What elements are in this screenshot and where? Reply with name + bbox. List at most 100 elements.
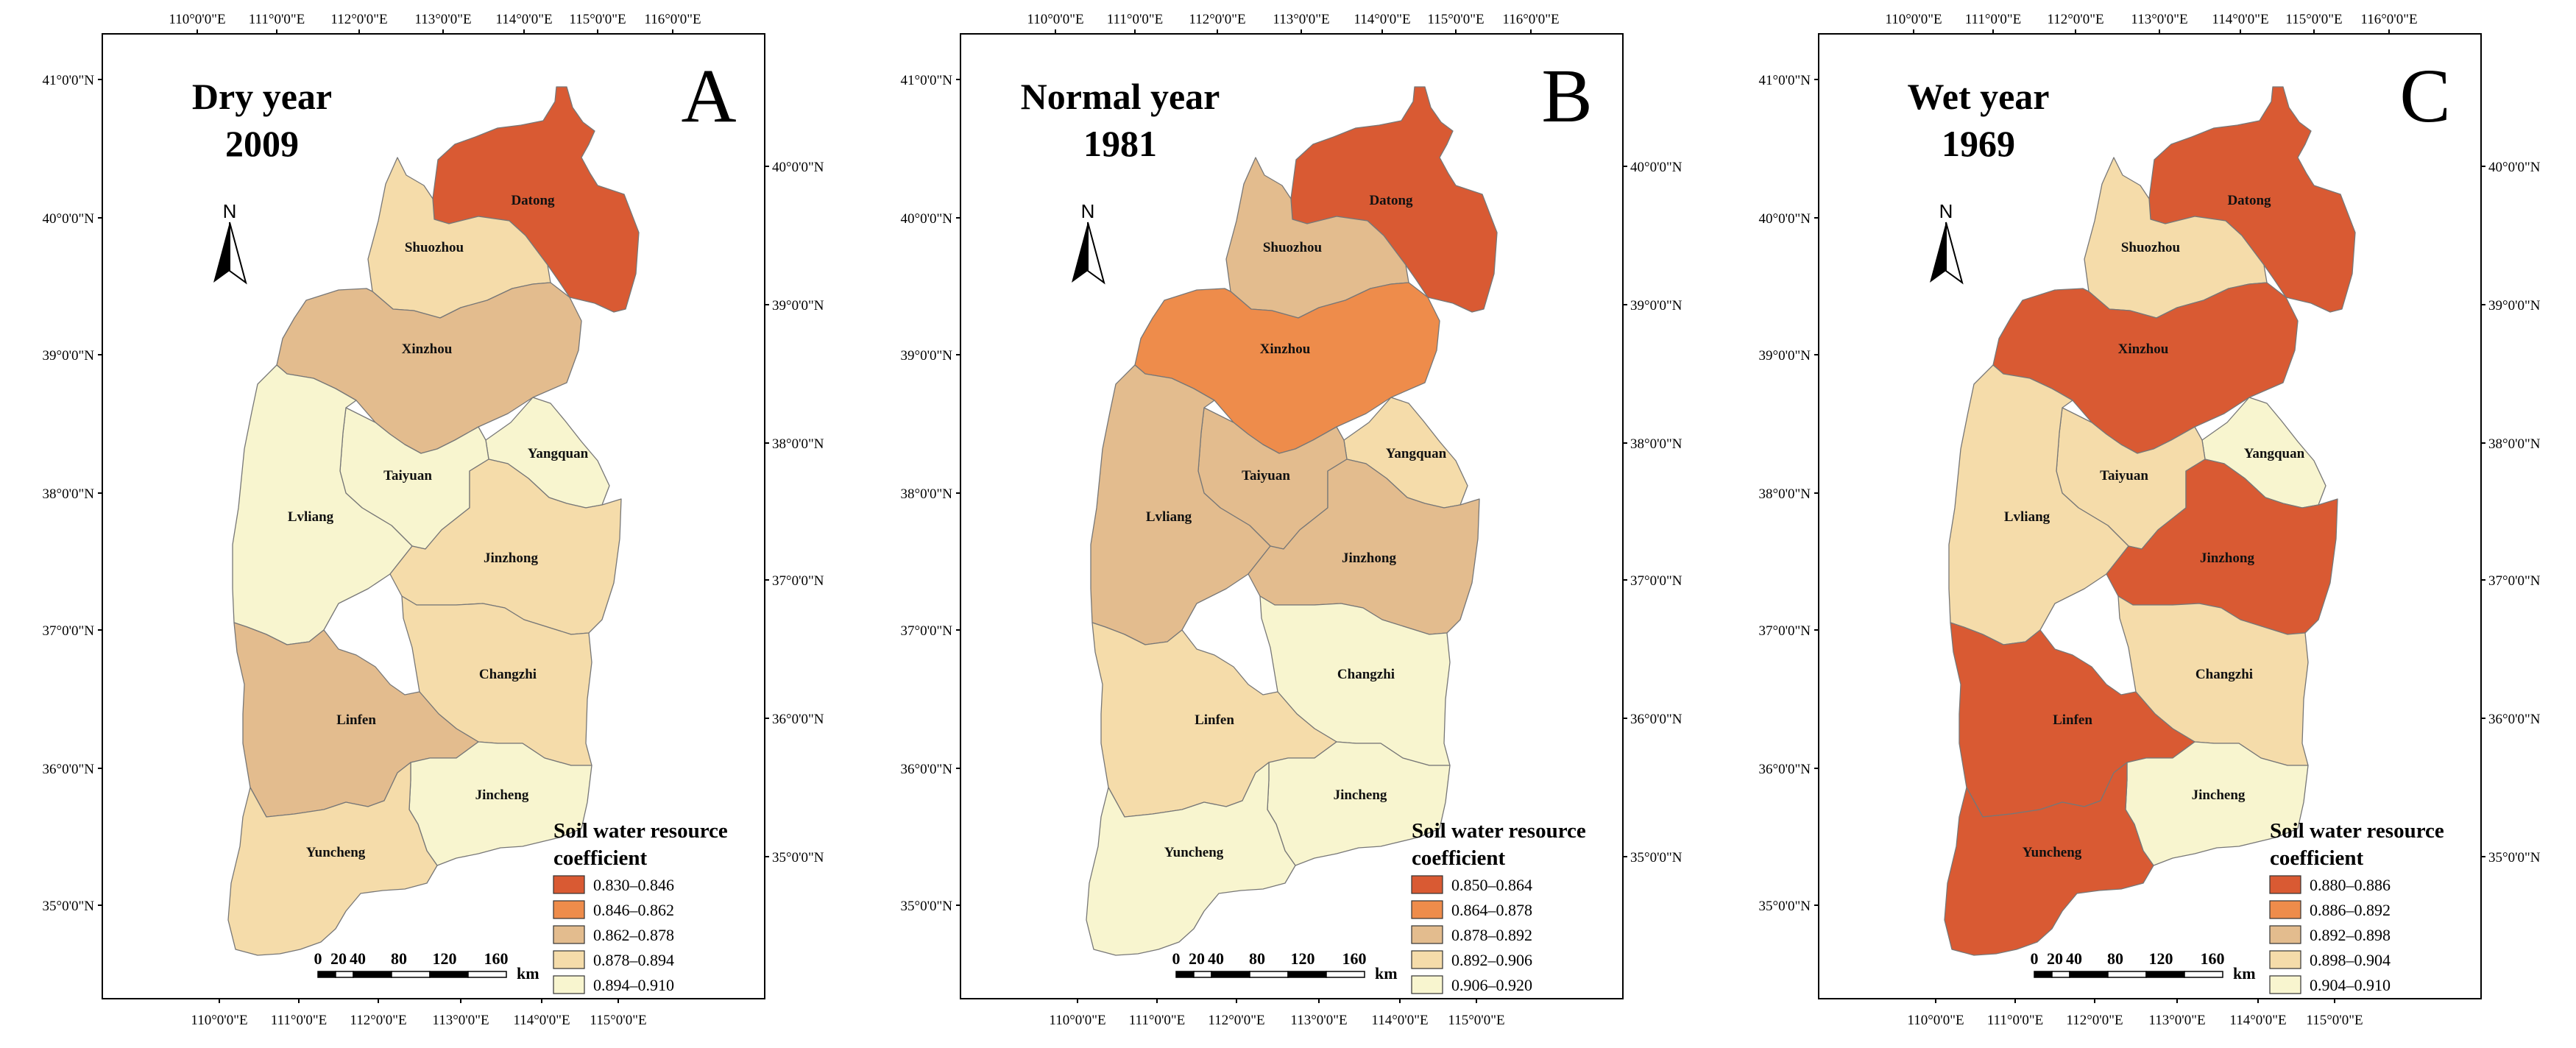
region-label-yuncheng: Yuncheng bbox=[1164, 845, 1224, 860]
legend-title: Soil water resource bbox=[553, 819, 728, 843]
legend-title: Soil water resource bbox=[2270, 819, 2444, 843]
region-label-lvliang: Lvliang bbox=[1146, 509, 1192, 525]
lat-label-right: 39°0'0"N bbox=[1630, 298, 1682, 314]
region-label-taiyuan: Taiyuan bbox=[2100, 468, 2148, 484]
region-label-shuozhou: Shuozhou bbox=[2121, 240, 2181, 255]
lon-label-top: 113°0'0"E bbox=[1273, 12, 1329, 27]
map-panel-normal-year: 110°0'0"E 111°0'0"E 112°0'0"E 113°0'0"E 114°… bbox=[858, 0, 1718, 1048]
scale-label: 20 bbox=[330, 949, 347, 968]
legend-swatch bbox=[1411, 950, 1443, 969]
region-label-datong: Datong bbox=[511, 193, 555, 208]
lon-label-bottom: 114°0'0"E bbox=[1371, 1013, 1428, 1028]
lon-label-bottom: 115°0'0"E bbox=[590, 1013, 646, 1028]
region-label-changzhi: Changzhi bbox=[479, 667, 537, 682]
scale-unit: km bbox=[2233, 964, 2256, 982]
lon-label-bottom: 115°0'0"E bbox=[1448, 1013, 1504, 1028]
lon-label-top: 113°0'0"E bbox=[2131, 12, 2187, 27]
scale-bar: 0 20 40 80 120 160 km bbox=[2031, 949, 2256, 982]
lat-label-right: 40°0'0"N bbox=[2488, 160, 2541, 175]
scale-label: 0 bbox=[1172, 949, 1181, 968]
region-label-taiyuan: Taiyuan bbox=[383, 468, 432, 484]
lon-label-top: 112°0'0"E bbox=[2047, 12, 2103, 27]
lon-label-top: 110°0'0"E bbox=[169, 12, 225, 27]
region-lvliang bbox=[1090, 364, 1271, 645]
lon-label-bottom: 114°0'0"E bbox=[513, 1013, 570, 1028]
legend-title-line2: coefficient bbox=[553, 846, 648, 870]
legend-item-label: 0.850–0.864 bbox=[1451, 876, 1532, 894]
region-label-jinzhong: Jinzhong bbox=[2200, 550, 2254, 566]
lat-label-right: 35°0'0"N bbox=[2488, 850, 2541, 865]
legend-item-label: 0.830–0.846 bbox=[593, 876, 674, 894]
region-label-shuozhou: Shuozhou bbox=[405, 240, 464, 255]
legend-item-label: 0.892–0.898 bbox=[2310, 926, 2391, 944]
lon-label-top: 112°0'0"E bbox=[1189, 12, 1245, 27]
lat-label-left: 35°0'0"N bbox=[1759, 899, 1811, 914]
region-label-xinzhou: Xinzhou bbox=[1260, 341, 1311, 357]
lat-label-right: 39°0'0"N bbox=[2488, 298, 2541, 314]
map-svg: 110°0'0"E 111°0'0"E 112°0'0"E 113°0'0"E 114°… bbox=[43, 12, 824, 1028]
north-arrow-icon: N bbox=[213, 200, 247, 285]
map-svg: 110°0'0"E 111°0'0"E 112°0'0"E 113°0'0"E 114°… bbox=[901, 12, 1682, 1028]
map-panel-dry-year: 110°0'0"E 111°0'0"E 112°0'0"E 113°0'0"E 114°… bbox=[0, 0, 860, 1048]
lon-label-top: 110°0'0"E bbox=[1885, 12, 1942, 27]
lon-label-top: 114°0'0"E bbox=[1354, 12, 1410, 27]
region-label-datong: Datong bbox=[2227, 193, 2271, 208]
scale-label: 20 bbox=[1189, 949, 1205, 968]
map-frame bbox=[102, 33, 765, 999]
lat-label-right: 37°0'0"N bbox=[2488, 573, 2541, 589]
lon-label-top: 111°0'0"E bbox=[249, 12, 305, 27]
lat-label-right: 36°0'0"N bbox=[1630, 712, 1682, 727]
legend-title: Soil water resource bbox=[1412, 819, 1586, 843]
scale-label: 120 bbox=[1291, 949, 1315, 968]
legend-swatch bbox=[553, 900, 585, 919]
region-label-lvliang: Lvliang bbox=[288, 509, 334, 525]
lon-label-top: 111°0'0"E bbox=[1107, 12, 1163, 27]
lon-label-bottom: 115°0'0"E bbox=[2306, 1013, 2363, 1028]
lon-label-top: 111°0'0"E bbox=[1965, 12, 2021, 27]
scale-label: 120 bbox=[2149, 949, 2173, 968]
legend-swatch bbox=[1411, 975, 1443, 994]
province-map: Datong Shuozhou Xinzhou Yangquan Taiyuan Lvli… bbox=[1944, 86, 2356, 956]
legend-item-label: 0.880–0.886 bbox=[2310, 876, 2391, 894]
map-frame bbox=[1818, 33, 2482, 999]
legend-swatch bbox=[553, 875, 585, 894]
region-yuncheng bbox=[1086, 762, 1296, 956]
map-title-year: 1969 bbox=[1942, 123, 2015, 164]
region-label-xinzhou: Xinzhou bbox=[402, 341, 453, 357]
lat-label-left: 39°0'0"N bbox=[1759, 348, 1811, 364]
map-title-line1: Wet year bbox=[1908, 76, 2050, 117]
map-title-year: 1981 bbox=[1083, 123, 1157, 164]
lon-label-top: 113°0'0"E bbox=[414, 12, 471, 27]
scale-unit: km bbox=[517, 964, 539, 982]
legend-swatch bbox=[1411, 925, 1443, 944]
lat-label-right: 35°0'0"N bbox=[772, 850, 824, 865]
legend-swatch bbox=[2269, 875, 2301, 894]
legend: Soil water resource coefficient 0.830–0.84… bbox=[553, 819, 728, 994]
lon-label-bottom: 111°0'0"E bbox=[1987, 1013, 2043, 1028]
lon-label-bottom: 113°0'0"E bbox=[2148, 1013, 2205, 1028]
region-label-datong: Datong bbox=[1369, 193, 1413, 208]
scale-label: 160 bbox=[484, 949, 509, 968]
legend-item-label: 0.904–0.910 bbox=[2310, 976, 2391, 994]
region-label-jinzhong: Jinzhong bbox=[484, 550, 538, 566]
panel-letter: B bbox=[1541, 54, 1592, 138]
north-arrow-icon: N bbox=[1072, 200, 1105, 285]
lat-label-right: 40°0'0"N bbox=[1630, 160, 1682, 175]
legend-item-label: 0.846–0.862 bbox=[593, 901, 674, 919]
scale-label: 120 bbox=[433, 949, 457, 968]
region-label-yangquan: Yangquan bbox=[1386, 446, 1447, 461]
lon-label-bottom: 110°0'0"E bbox=[1049, 1013, 1105, 1028]
legend-item-label: 0.894–0.910 bbox=[593, 976, 674, 994]
region-label-changzhi: Changzhi bbox=[1337, 667, 1395, 682]
scale-label: 0 bbox=[314, 949, 322, 968]
lat-label-left: 40°0'0"N bbox=[901, 211, 953, 227]
lon-label-top: 112°0'0"E bbox=[330, 12, 387, 27]
lon-label-bottom: 113°0'0"E bbox=[432, 1013, 489, 1028]
legend-swatch bbox=[1411, 900, 1443, 919]
region-yuncheng bbox=[227, 762, 438, 956]
lon-label-top: 116°0'0"E bbox=[2360, 12, 2417, 27]
lon-label-bottom: 112°0'0"E bbox=[1208, 1013, 1264, 1028]
scale-bar: 0 20 40 80 120 160 km bbox=[314, 949, 539, 982]
region-label-yangquan: Yangquan bbox=[528, 446, 589, 461]
legend-swatch bbox=[2269, 950, 2301, 969]
